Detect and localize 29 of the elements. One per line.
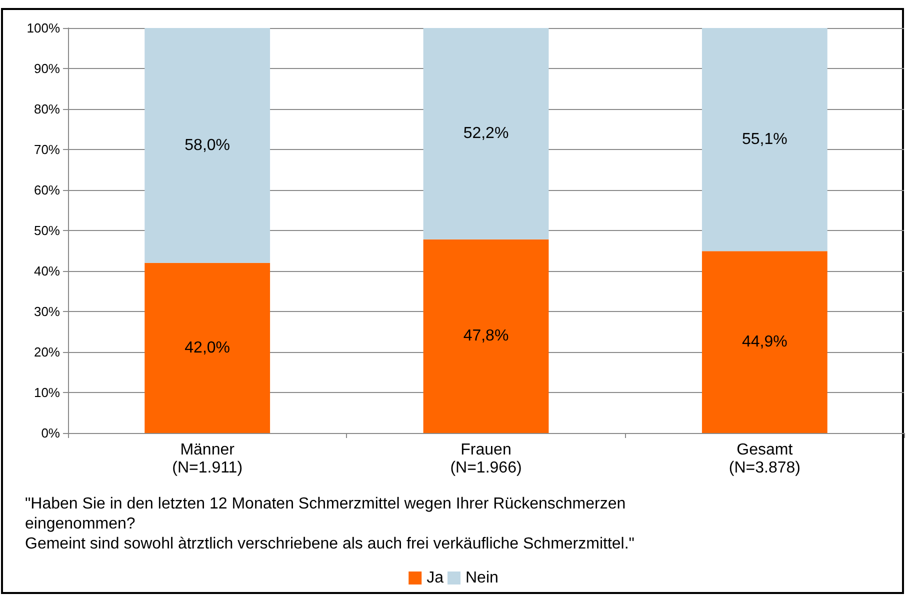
data-label: 58,0% — [184, 136, 230, 154]
bar — [144, 262, 270, 433]
data-label: 47,8% — [463, 328, 509, 345]
x-axis-title: "Haben Sie in den letzten 12 Monaten Schmerzmittel wegen Ihrer Rückenschmerzen eingenommen? Gemeint sind sowohl àtrztlich verschriebene als auch frei verkäufliche Schmerzmittel." — [25, 496, 634, 552]
data-label: 52,2% — [463, 125, 509, 142]
y-tick-label: 50% — [34, 223, 60, 238]
y-tick-label: 80% — [34, 102, 60, 116]
y-tick-label: 10% — [34, 385, 60, 400]
data-label: 42,0% — [184, 339, 230, 356]
bar — [423, 239, 549, 433]
y-tick-label: 0% — [41, 426, 60, 440]
legend-label: Nein — [465, 570, 498, 586]
x-tick-label: Männer (N=1.911) — [172, 442, 243, 476]
y-tick-label: 60% — [34, 182, 60, 198]
x-tick-label: Gesamt (N=3.878) — [728, 442, 800, 476]
legend-label: Ja — [426, 570, 444, 586]
y-tick-label: 30% — [34, 304, 60, 319]
y-tick-label: 40% — [34, 264, 60, 278]
data-label: 55,1% — [742, 131, 788, 148]
y-tick-label: 20% — [34, 344, 60, 360]
y-tick-label: 100% — [26, 20, 60, 36]
x-tick-label: Frauen (N=1.966) — [450, 442, 522, 476]
data-label: 44,9% — [742, 334, 788, 351]
y-tick-label: 70% — [34, 142, 60, 157]
y-tick-label: 90% — [34, 61, 60, 76]
bar — [702, 251, 828, 433]
bar — [702, 28, 828, 252]
bar — [144, 28, 270, 263]
bar — [423, 28, 549, 240]
